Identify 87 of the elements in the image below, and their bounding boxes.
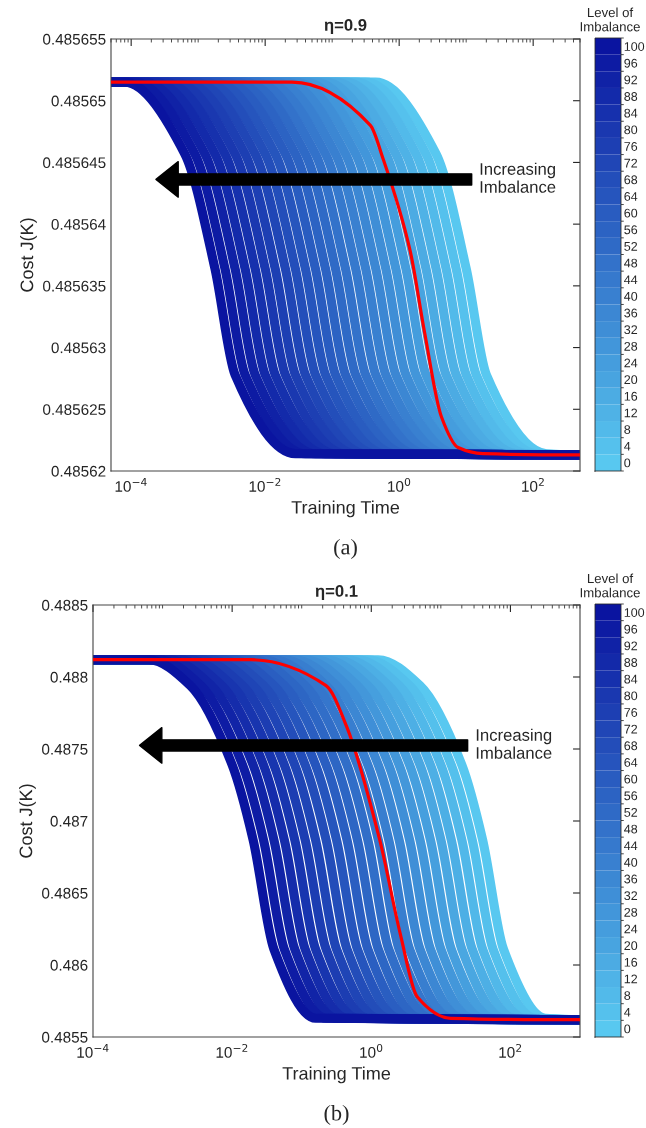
color-bar-label: 24 xyxy=(624,924,638,934)
annotation: Increasing Imbalance xyxy=(480,162,556,193)
color-bar-label: 84 xyxy=(624,108,638,118)
color-bar-label: 36 xyxy=(624,874,638,884)
y-tick-label: 0.4885 xyxy=(42,599,88,611)
color-bar-label: 56 xyxy=(624,791,638,801)
color-bar-label: 100 xyxy=(624,608,645,617)
y-tick-label: 0.485645 xyxy=(43,157,106,169)
color-bar-label: 8 xyxy=(624,425,631,435)
color-bar-label: 16 xyxy=(624,391,638,401)
color-bar-label: 96 xyxy=(624,58,638,68)
y-tick-label: 0.485635 xyxy=(43,280,106,292)
color-bar-label: 72 xyxy=(624,158,638,168)
color-bar-label: 0 xyxy=(624,458,631,468)
x-tick-label: 10$^{0}$ xyxy=(360,1043,383,1058)
color-bar-label: 36 xyxy=(624,308,638,318)
color-bar-label: 92 xyxy=(624,75,638,85)
color-bar-label: 52 xyxy=(624,241,638,251)
x-tick-label: 10$^{2}$ xyxy=(522,477,544,492)
y-tick-label: 0.485625 xyxy=(43,404,106,415)
x-tick-label: 10$^{−4}$ xyxy=(77,1044,109,1058)
color-bar-label: 32 xyxy=(624,891,638,901)
color-bar-label: 4 xyxy=(624,441,631,451)
color-bar-label: 76 xyxy=(624,708,638,717)
color-bar-label: 96 xyxy=(624,624,638,634)
color-bar-label: 76 xyxy=(624,142,638,151)
color-bar-label: 12 xyxy=(624,408,638,418)
color-bar-label: 68 xyxy=(624,741,638,751)
y-tick-label: 0.4875 xyxy=(42,743,88,755)
chart-title: η=0.9 xyxy=(324,19,367,35)
y-tick-label: 0.48565 xyxy=(51,95,106,107)
color-bar-label: 52 xyxy=(624,807,638,817)
y-tick-label: 0.487 xyxy=(50,815,88,827)
color-bar-label: 4 xyxy=(624,1007,631,1017)
x-axis-title: Training Time xyxy=(291,500,400,518)
y-tick-label: 0.4865 xyxy=(42,887,88,899)
y-axis-title: Cost J(K) xyxy=(19,784,36,858)
y-axis-title: Cost J(K) xyxy=(20,218,37,292)
color-bar-label: 60 xyxy=(624,774,638,784)
color-bar-label: 20 xyxy=(624,375,638,385)
color-bar-label: 0 xyxy=(624,1024,631,1034)
x-axis-title: Training Time xyxy=(282,1066,391,1084)
color-bar-label: 28 xyxy=(624,907,638,917)
x-tick-label: 10$^{0}$ xyxy=(388,477,411,492)
y-tick-label: 0.48562 xyxy=(51,465,106,477)
color-bar-label: 24 xyxy=(624,358,638,368)
y-tick-label: 0.48563 xyxy=(51,342,106,354)
color-bar-label: 100 xyxy=(624,42,645,51)
y-tick-label: 0.488 xyxy=(50,671,88,683)
color-bar-label: 60 xyxy=(624,208,638,218)
y-tick-label: 0.4855 xyxy=(42,1031,88,1043)
x-tick-label: 10$^{−2}$ xyxy=(249,477,281,492)
color-bar-title: Level of Imbalance xyxy=(580,7,640,32)
color-bar-label: 20 xyxy=(624,941,638,951)
color-bar-label: 40 xyxy=(624,857,638,867)
annotation: Increasing Imbalance xyxy=(476,728,552,759)
color-bar-label: 12 xyxy=(624,974,638,984)
text: (b) xyxy=(324,1104,349,1126)
color-bar-label: 48 xyxy=(624,824,638,834)
color-bar-label: 64 xyxy=(624,758,638,767)
color-bar-label: 28 xyxy=(624,341,638,351)
color-bar-label: 68 xyxy=(624,175,638,185)
color-bar-label: 40 xyxy=(624,291,638,301)
color-bar-label: 48 xyxy=(624,258,638,268)
y-tick-label: 0.486 xyxy=(50,959,88,971)
color-bar-label: 88 xyxy=(624,658,638,667)
color-bar-label: 32 xyxy=(624,325,638,335)
y-tick-label: 0.48564 xyxy=(51,219,106,230)
color-bar-label: 72 xyxy=(624,724,638,734)
color-bar-label: 64 xyxy=(624,192,638,201)
color-bar-title: Level of Imbalance xyxy=(580,573,640,598)
color-bar-label: 56 xyxy=(624,225,638,235)
color-bar-label: 16 xyxy=(624,957,638,967)
color-bar-label: 44 xyxy=(624,275,638,285)
color-bar-label: 92 xyxy=(624,641,638,651)
color-bar-label: 84 xyxy=(624,674,638,684)
chart-title: η=0.1 xyxy=(315,585,358,601)
color-bar-label: 80 xyxy=(624,691,638,701)
color-bar-label: 80 xyxy=(624,125,638,135)
color-bar-label: 44 xyxy=(624,841,638,851)
color-bar-label: 8 xyxy=(624,991,631,1001)
color-bar-label: 88 xyxy=(624,92,638,101)
x-tick-label: 10$^{−2}$ xyxy=(216,1043,248,1058)
x-tick-label: 10$^{−4}$ xyxy=(115,478,147,492)
x-tick-label: 10$^{2}$ xyxy=(499,1043,522,1058)
text: (a) xyxy=(334,538,357,560)
y-tick-label: 0.485655 xyxy=(43,33,106,45)
